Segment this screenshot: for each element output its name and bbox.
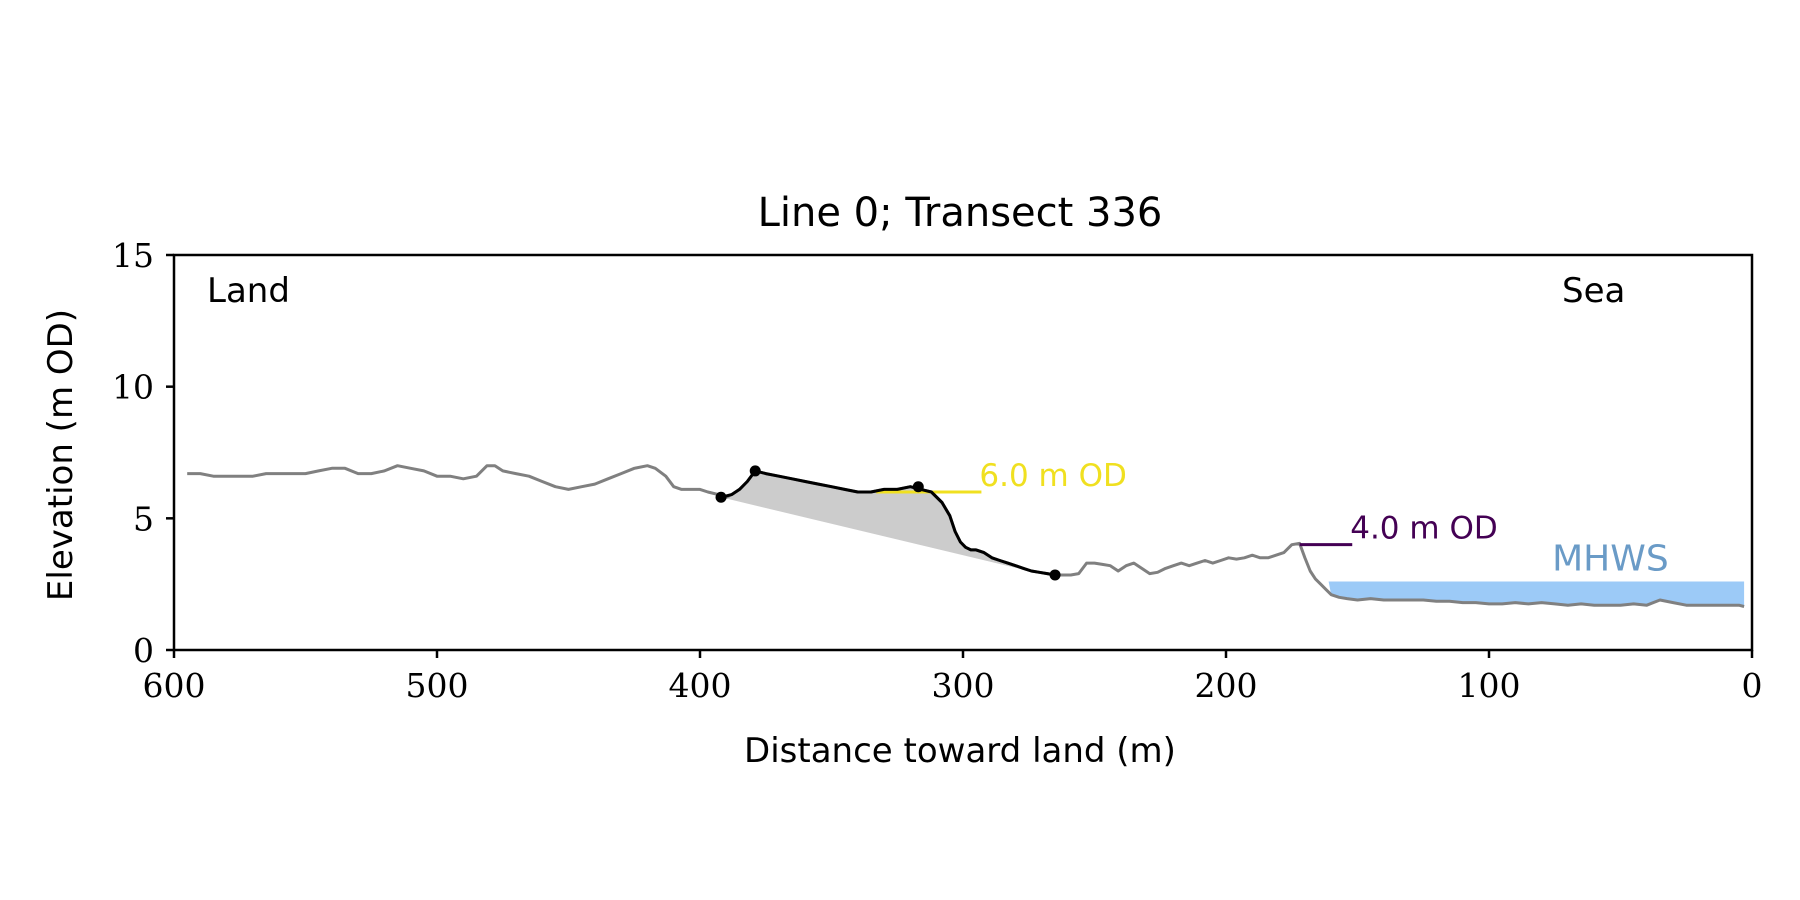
- y-tick-label: 10: [112, 368, 154, 407]
- x-tick-label: 200: [1195, 666, 1258, 705]
- reference-label-4m: 4.0 m OD: [1350, 511, 1497, 547]
- x-axis-label: Distance toward land (m): [744, 731, 1176, 771]
- land-label: Land: [207, 271, 290, 311]
- y-tick-label: 5: [133, 499, 154, 538]
- dune-marker-1: [715, 491, 727, 503]
- dune-marker-4: [1049, 569, 1061, 581]
- y-axis-label: Elevation (m OD): [41, 309, 81, 601]
- mhws-label: MHWS: [1552, 539, 1669, 580]
- y-tick-label: 0: [133, 631, 154, 670]
- dune-face-line: [720, 469, 1056, 577]
- sea-label: Sea: [1562, 271, 1625, 311]
- dune-marker-3: [912, 481, 924, 493]
- x-tick-label: 300: [932, 666, 995, 705]
- reference-label-6m: 6.0 m OD: [979, 458, 1126, 494]
- x-tick-label: 600: [143, 666, 206, 705]
- chart-title: Line 0; Transect 336: [758, 190, 1163, 236]
- dune-marker-2: [749, 465, 761, 477]
- x-tick-label: 0: [1742, 666, 1763, 705]
- x-tick-label: 500: [406, 666, 469, 705]
- x-tick-label: 100: [1458, 666, 1521, 705]
- dune-volume-shading: [721, 470, 1029, 571]
- x-tick-label: 400: [669, 666, 732, 705]
- y-tick-label: 15: [112, 236, 154, 275]
- axis-ticks: 600 500 400 300 200 100 0 0 5 10 15: [112, 236, 1763, 705]
- plot-area: [187, 464, 1745, 608]
